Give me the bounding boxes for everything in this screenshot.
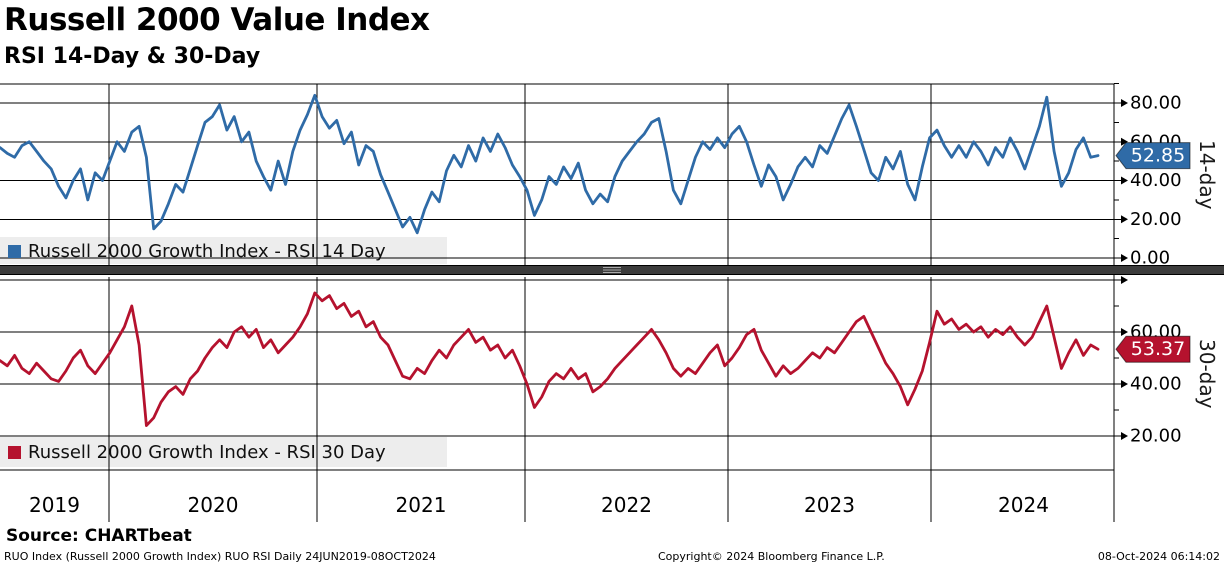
y-tick-label: 40.00 [1130, 170, 1182, 191]
page-title: Russell 2000 Value Index [4, 2, 430, 38]
panel-label-30day: 30-day [1195, 338, 1219, 409]
x-tick-label: 2021 [396, 493, 447, 517]
value-badge-shape [1115, 142, 1191, 170]
legend-rsi14: Russell 2000 Growth Index - RSI 14 Day [8, 238, 386, 264]
y-tick-arrow-icon [1121, 137, 1128, 146]
y-tick-arrow-icon [1121, 254, 1128, 262]
x-tick-label: 2023 [804, 493, 855, 517]
legend-strip [0, 237, 447, 264]
y-tick-arrow-icon [1121, 380, 1128, 388]
rsi30-legend-label: Russell 2000 Growth Index - RSI 30 Day [28, 441, 386, 463]
footer-timestamp: 08-Oct-2024 06:14:02 [1097, 550, 1220, 563]
y-tick-label: 20.00 [1130, 426, 1182, 447]
y-tick-label: 20.00 [1130, 209, 1182, 230]
legend-rsi30: Russell 2000 Growth Index - RSI 30 Day [8, 439, 386, 465]
y-tick-arrow-icon [1121, 328, 1128, 336]
footer-copyright: Copyright© 2024 Bloomberg Finance L.P. [658, 550, 885, 563]
value-badge-text: 53.37 [1131, 338, 1185, 360]
value-badge-text: 52.85 [1131, 145, 1185, 167]
rsi14-value-badge: 52.85 [1115, 142, 1191, 170]
value-badge-shape [1115, 335, 1191, 363]
y-tick-label: 0.00 [1130, 248, 1170, 269]
y-tick-arrow-icon [1121, 432, 1128, 440]
y-tick-arrow-icon [1121, 215, 1128, 224]
rsi30-legend-swatch-icon [8, 445, 21, 459]
rsi30-line [0, 291, 1100, 428]
panel-label-14day: 14-day [1195, 140, 1219, 210]
y-tick-label: 40.00 [1130, 374, 1182, 395]
legend-strip [0, 437, 447, 467]
rsi14-line [0, 93, 1100, 235]
source-line: Source: CHARTbeat [6, 526, 192, 546]
y-tick-arrow-icon [1121, 276, 1128, 284]
rsi30-value-badge: 53.37 [1115, 335, 1191, 363]
rsi14-legend-label: Russell 2000 Growth Index - RSI 14 Day [28, 240, 386, 262]
y-tick-arrow-icon [1121, 99, 1128, 107]
rsi14-legend-swatch-icon [8, 244, 21, 258]
y-tick-arrow-icon [1121, 176, 1128, 185]
y-tick-label: 80.00 [1130, 93, 1182, 114]
footer-security-info: RUO Index (Russell 2000 Growth Index) RU… [4, 550, 436, 563]
x-tick-label: 2019 [29, 493, 80, 517]
page-subtitle: RSI 14-Day & 30-Day [4, 44, 261, 69]
x-tick-label: 2020 [188, 493, 239, 517]
x-tick-label: 2022 [601, 493, 652, 517]
x-tick-label: 2024 [998, 493, 1049, 517]
